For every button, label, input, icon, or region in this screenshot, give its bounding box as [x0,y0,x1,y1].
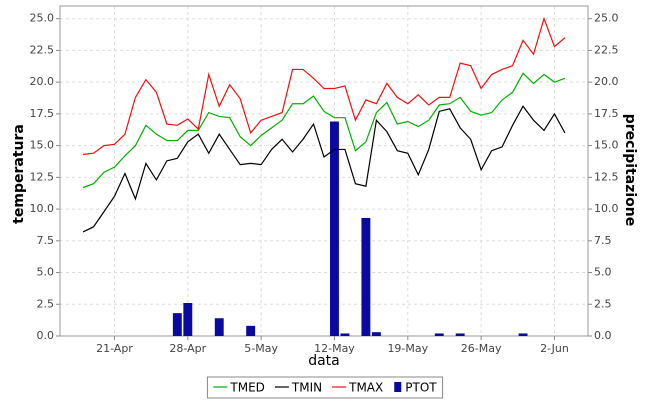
y-tick-label: 20.0 [30,75,55,88]
x-tick-label: 28-Apr [169,342,206,355]
bar [214,318,224,336]
legend-label: TMED [229,381,265,395]
bar [340,333,350,336]
y-tick-label: 17.5 [30,107,55,120]
line [82,105,566,233]
y-axis-title: temperatura [11,124,27,224]
x-tick-label: 19-May [387,342,428,355]
x-tick-label: 12-May [314,342,355,355]
y-tick-label: 0.0 [37,329,55,342]
y-tick-label: 25.0 [30,12,55,25]
legend-box [206,376,444,399]
y2-axis-title: precipitazione [622,114,638,227]
legend-label: TMIN [291,381,322,395]
bar [172,313,182,336]
y-tick-label: 2.5 [37,297,55,310]
y2-tick-label: 2.5 [594,297,612,310]
bar [246,325,256,336]
legend-icon [394,382,402,392]
legend-label: TMAX [348,381,383,395]
y2-tick-label: 10.0 [594,202,619,215]
plot-border [59,5,589,337]
y2-tick-label: 17.5 [594,107,619,120]
y2-tick-label: 22.5 [594,43,619,56]
line [82,72,566,189]
y2-tick-label: 15.0 [594,139,619,152]
x-axis-title: data [308,353,340,369]
x-tick-label: 21-Apr [96,342,133,355]
bar [183,303,193,336]
bar [371,332,381,336]
bar [455,333,465,336]
y-tick-label: 22.5 [30,43,55,56]
y-tick-label: 15.0 [30,139,55,152]
y2-tick-label: 5.0 [594,266,612,279]
y-tick-label: 5.0 [37,266,55,279]
plot-area [60,6,588,336]
y2-tick-label: 0.0 [594,329,612,342]
y2-tick-label: 20.0 [594,75,619,88]
bar [434,333,444,336]
legend-label: PTOT [405,381,437,395]
y-tick-label: 10.0 [30,202,55,215]
line [82,16,566,156]
y-tick-label: 7.5 [37,234,55,247]
y2-tick-label: 7.5 [594,234,612,247]
x-tick-label: 26-May [461,342,502,355]
x-tick-label: 5-May [244,342,278,355]
y2-tick-label: 12.5 [594,170,619,183]
bar [361,217,371,336]
x-tick-label: 2-Jun [540,342,569,355]
bar [518,333,528,336]
bar [330,121,339,336]
y-tick-label: 12.5 [30,170,55,183]
y2-tick-label: 25.0 [594,12,619,25]
